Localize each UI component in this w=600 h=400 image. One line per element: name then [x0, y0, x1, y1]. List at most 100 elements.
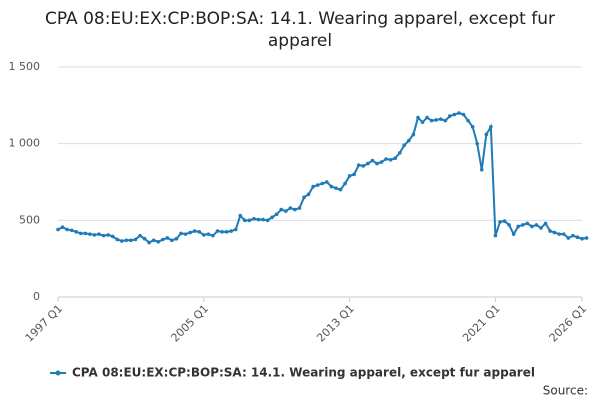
point	[270, 215, 274, 220]
point	[274, 212, 279, 216]
point	[397, 151, 402, 155]
point	[215, 229, 220, 233]
point	[366, 161, 370, 166]
point	[174, 236, 179, 241]
point	[288, 206, 293, 210]
point	[438, 117, 443, 121]
point	[165, 236, 170, 240]
point	[379, 160, 384, 164]
point	[407, 138, 411, 143]
point	[106, 233, 110, 237]
point	[220, 230, 224, 234]
point	[252, 217, 256, 221]
point	[170, 238, 174, 243]
point	[147, 240, 151, 245]
point	[138, 233, 142, 238]
point	[56, 227, 60, 232]
point	[561, 232, 566, 236]
y-tick-label: 500	[19, 213, 40, 226]
legend-label: CPA 08:EU:EX:CP:BOP:SA: 14.1. Wearing ap…	[72, 366, 535, 380]
point	[293, 207, 297, 212]
source: Source:	[543, 384, 588, 398]
point	[279, 207, 284, 212]
point	[142, 236, 147, 241]
point	[202, 233, 206, 237]
point	[543, 221, 548, 226]
point	[516, 224, 521, 229]
y-tick-label: 1 000	[9, 137, 41, 150]
point	[361, 164, 366, 168]
point	[65, 227, 69, 232]
point	[530, 224, 534, 229]
point	[101, 233, 106, 238]
point	[420, 120, 425, 124]
y-tick-label: 0	[33, 290, 40, 303]
point	[183, 232, 188, 236]
point	[475, 141, 480, 146]
point	[507, 223, 511, 227]
point	[297, 206, 302, 210]
point	[452, 112, 457, 117]
x-tick-label: 2021 Q1	[460, 302, 503, 345]
point	[88, 232, 92, 236]
point	[388, 157, 393, 162]
point	[188, 230, 192, 235]
point	[92, 233, 97, 237]
point	[448, 114, 452, 118]
point	[534, 223, 539, 227]
point	[479, 167, 484, 172]
x-tick-label: 2005 Q1	[169, 302, 212, 345]
point	[302, 195, 306, 200]
point	[384, 157, 388, 161]
point	[229, 229, 233, 233]
point	[69, 228, 74, 233]
point	[284, 209, 288, 213]
point	[265, 218, 270, 223]
point	[352, 172, 356, 177]
point	[261, 217, 265, 222]
point	[539, 226, 543, 230]
point	[429, 118, 434, 123]
point	[466, 118, 470, 123]
point	[206, 232, 211, 236]
point	[124, 238, 129, 243]
point	[224, 230, 229, 234]
point	[470, 125, 475, 129]
point	[325, 180, 329, 184]
point	[370, 158, 375, 163]
point	[110, 234, 115, 239]
point	[243, 218, 247, 223]
point	[238, 213, 243, 218]
point	[60, 225, 65, 230]
point	[347, 174, 352, 178]
point	[320, 181, 325, 186]
point	[575, 235, 580, 239]
point	[192, 229, 197, 233]
point	[411, 132, 416, 137]
point	[443, 118, 448, 123]
point	[520, 223, 525, 227]
point	[493, 233, 498, 238]
point	[375, 161, 379, 166]
point	[315, 183, 320, 187]
point	[83, 231, 88, 236]
point	[557, 232, 562, 236]
point	[489, 125, 493, 129]
x-tick-label: 1997 Q1	[23, 302, 66, 345]
point	[211, 233, 215, 238]
point	[129, 238, 133, 243]
point	[74, 230, 79, 234]
point	[393, 156, 397, 161]
point	[329, 184, 334, 189]
point	[133, 237, 138, 242]
chart-title: CPA 08:EU:EX:CP:BOP:SA: 14.1. Wearing ap…	[45, 9, 555, 51]
legend-marker	[55, 370, 61, 376]
point	[119, 239, 124, 243]
y-tick-label: 1 500	[9, 60, 41, 73]
x-tick-label: 2026 Q1	[547, 302, 590, 345]
series-line	[57, 111, 587, 244]
point	[571, 233, 575, 238]
point	[334, 186, 338, 190]
point	[580, 236, 584, 241]
point	[151, 238, 156, 243]
